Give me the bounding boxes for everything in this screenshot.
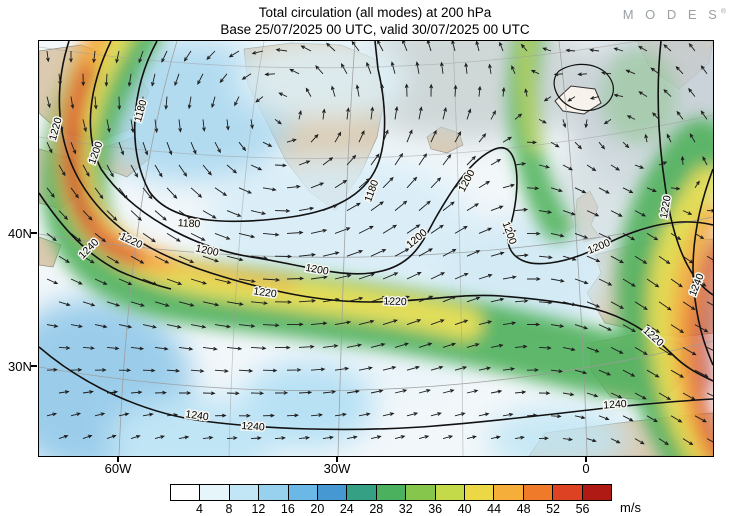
colorbar-tick-label: 8 [225,502,233,516]
contour-label: 1180 [177,217,200,230]
contour-label: 1240 [185,408,210,423]
meridian-60w [118,41,178,456]
chart-header: Total circulation (all modes) at 200 hPa… [38,4,712,38]
lon-label-0: 0 [582,461,590,476]
wind-arrows-layer [46,41,713,446]
meridian-30w [337,41,356,456]
colorbar-tick-label: 20 [310,502,325,516]
parallel-40n [39,216,713,258]
modes-logo-text: M O D E S [622,7,721,22]
colorbar-tick-label: 32 [398,502,413,516]
contour-1200 [89,41,713,275]
colorbar-tick-label: 24 [339,502,354,516]
lon-label-30w: 30W [323,461,351,476]
colorbar-cell [229,485,260,500]
contour-label: 1240 [603,398,627,412]
colorbar-cell [318,485,348,500]
colorbar-cell [376,485,407,500]
contour-1240-right [692,168,713,366]
contour-label: 1240 [241,420,265,434]
colorbar-cell [347,485,377,500]
colorbar-tick-label: 48 [516,502,531,516]
colorbar-cell [406,485,436,500]
colorbar-tick-label: 52 [546,502,561,516]
lon-tick-0 [585,456,587,462]
contour-1240-bottom [39,346,713,431]
lon-tick-60w [117,456,119,462]
colorbar-cell [582,485,612,500]
colorbar [170,484,612,501]
contour-label: 1220 [658,194,674,219]
map-svg: 1180118011801200120012001200120012001200… [39,41,713,456]
colorbar-tick-label: 44 [487,502,502,516]
lon-tick-30w [336,456,338,462]
lat-tick-40n [31,232,37,234]
colorbar-tick-label: 28 [369,502,384,516]
colorbar-unit: m/s [620,500,641,515]
colorbar-cell [494,485,524,500]
colorbar-tick-label: 16 [280,502,295,516]
contour-label: 1200 [194,242,219,259]
contour-closed-arctic [553,63,614,112]
lat-label-40n: 40N [8,226,32,241]
contour-label: 1220 [383,295,407,308]
colorbar-tick-label: 56 [575,502,590,516]
contour-label: 1180 [132,98,149,123]
chart-subtitle: Base 25/07/2025 00 UTC, valid 30/07/2025… [220,22,530,37]
colorbar-cell [553,485,583,500]
colorbar-cell [171,485,201,500]
contour-1220 [58,41,713,382]
colorbar-tick-labels: 4 8 12 16 20 24 28 32 36 40 44 48 52 56 [170,502,612,516]
colorbar-cell [465,485,495,500]
outlined-island [554,85,602,115]
contour-lines-layer [39,41,713,431]
contour-1220-right [657,41,713,296]
colorbar-tick-label: 40 [457,502,472,516]
registered-mark: ® [720,8,726,16]
colorbar-cell [435,485,466,500]
modes-logo: M O D E S® [623,7,726,22]
colorbar-tick-label: 36 [428,502,443,516]
contour-1180 [133,41,386,223]
colorbar-cell [288,485,319,500]
colorbar-cell [523,485,554,500]
contour-1240-left [39,192,172,290]
colorbar-cell [200,485,230,500]
contour-label: 1200 [304,262,329,278]
lat-label-30n: 30N [8,359,32,374]
colorbar-tick-label: 12 [251,502,266,516]
lon-label-60w: 60W [104,461,132,476]
colorbar-tick-label: 4 [195,502,203,516]
lat-tick-30n [31,365,37,367]
contour-label: 1220 [253,285,278,300]
parallel-30n [39,340,713,392]
colorbar-cell [259,485,289,500]
chart-title: Total circulation (all modes) at 200 hPa [258,5,492,20]
map-plot: 1180 1180 1180 1200 1200 1200 1200 1200 1200 1200… [38,40,714,457]
